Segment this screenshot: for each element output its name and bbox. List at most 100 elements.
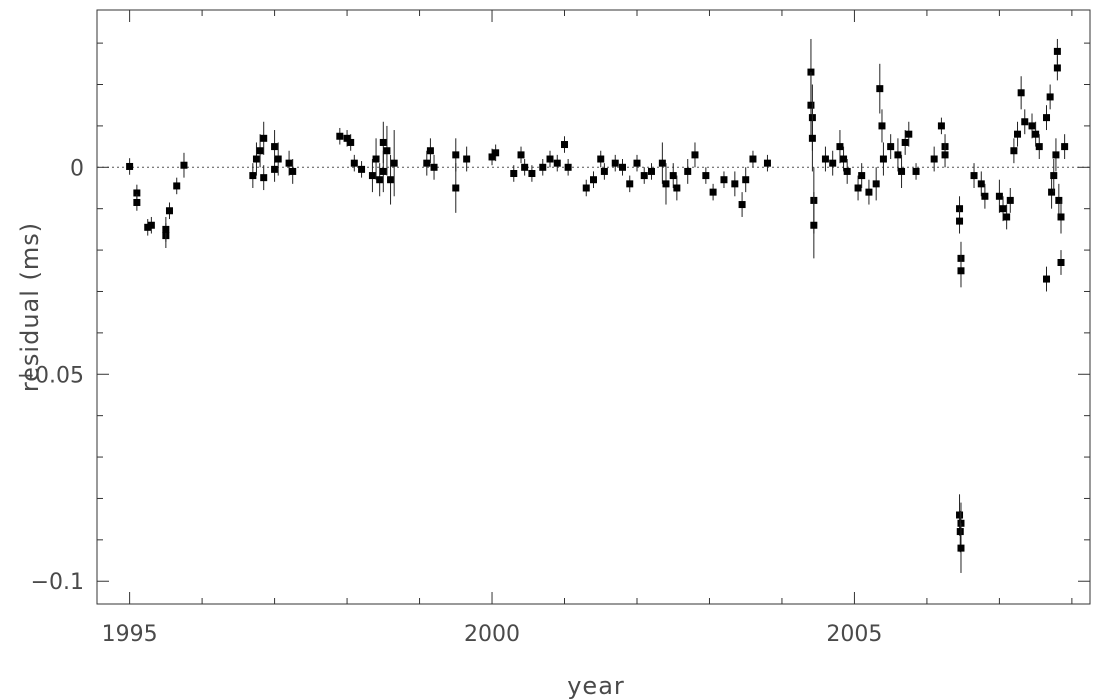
data-point bbox=[658, 159, 666, 167]
data-point bbox=[561, 141, 569, 149]
data-point bbox=[876, 85, 884, 93]
data-point bbox=[260, 174, 268, 182]
data-point bbox=[252, 155, 260, 163]
data-point bbox=[742, 176, 750, 184]
data-point bbox=[426, 147, 434, 155]
data-point bbox=[133, 189, 141, 197]
data-point bbox=[1021, 118, 1029, 126]
x-tick-label: 2000 bbox=[464, 622, 520, 647]
data-point bbox=[368, 172, 376, 180]
data-point bbox=[611, 159, 619, 167]
data-point bbox=[600, 167, 608, 175]
data-point bbox=[1057, 259, 1065, 267]
data-point bbox=[836, 143, 844, 151]
data-point bbox=[147, 221, 155, 229]
data-point bbox=[878, 122, 886, 130]
data-point bbox=[865, 188, 873, 196]
data-point bbox=[626, 180, 634, 188]
data-point bbox=[350, 159, 358, 167]
data-point bbox=[488, 153, 496, 161]
data-point bbox=[430, 163, 438, 171]
data-point bbox=[731, 180, 739, 188]
data-point bbox=[521, 163, 529, 171]
data-point bbox=[956, 217, 964, 225]
y-tick-label: −0.05 bbox=[17, 363, 84, 388]
data-point bbox=[173, 182, 181, 190]
data-point bbox=[1053, 64, 1061, 72]
data-point bbox=[970, 172, 978, 180]
data-point bbox=[343, 134, 351, 142]
data-point bbox=[379, 167, 387, 175]
plot-frame bbox=[96, 9, 1091, 605]
data-point bbox=[1052, 151, 1060, 159]
data-point bbox=[633, 159, 641, 167]
data-point bbox=[390, 159, 398, 167]
data-points bbox=[126, 38, 1069, 573]
data-point bbox=[981, 192, 989, 200]
y-axis-label: residual (ms) bbox=[16, 222, 44, 392]
data-point bbox=[1010, 147, 1018, 155]
data-point bbox=[133, 198, 141, 206]
data-point bbox=[1006, 196, 1014, 204]
x-tick-label: 1995 bbox=[102, 622, 158, 647]
data-point bbox=[285, 159, 293, 167]
axis-tick-labels: 1995 2000 2005 0 −0.05 −0.1 bbox=[17, 156, 883, 647]
data-point bbox=[1028, 122, 1036, 130]
axis-ticks bbox=[97, 10, 1090, 604]
data-point bbox=[807, 101, 815, 109]
data-point bbox=[662, 180, 670, 188]
data-point bbox=[379, 138, 387, 146]
data-point bbox=[1053, 47, 1061, 55]
data-point bbox=[821, 155, 829, 163]
data-point bbox=[1043, 114, 1051, 122]
data-point bbox=[720, 176, 728, 184]
data-point bbox=[937, 122, 945, 130]
data-point bbox=[383, 147, 391, 155]
x-tick-label: 2005 bbox=[826, 622, 882, 647]
data-point bbox=[763, 159, 771, 167]
data-point bbox=[249, 172, 257, 180]
data-point bbox=[618, 163, 626, 171]
data-point bbox=[1014, 130, 1022, 138]
data-point bbox=[260, 134, 268, 142]
data-point bbox=[858, 172, 866, 180]
data-point bbox=[256, 147, 264, 155]
data-point bbox=[539, 163, 547, 171]
data-point bbox=[1017, 89, 1025, 97]
data-point bbox=[180, 161, 188, 169]
data-point bbox=[894, 151, 902, 159]
data-point bbox=[546, 155, 554, 163]
data-point bbox=[271, 143, 279, 151]
data-point bbox=[808, 134, 816, 142]
data-point bbox=[872, 180, 880, 188]
data-point bbox=[999, 205, 1007, 213]
data-point bbox=[957, 267, 965, 275]
data-point bbox=[905, 130, 913, 138]
data-point bbox=[1035, 143, 1043, 151]
data-point bbox=[271, 165, 279, 173]
data-point bbox=[640, 172, 648, 180]
data-point bbox=[492, 149, 500, 157]
data-point bbox=[887, 143, 895, 151]
data-point bbox=[709, 188, 717, 196]
data-point bbox=[647, 167, 655, 175]
data-point bbox=[517, 151, 525, 159]
data-point bbox=[274, 155, 282, 163]
data-point bbox=[452, 151, 460, 159]
data-point bbox=[669, 172, 677, 180]
x-axis-label: year bbox=[567, 672, 625, 700]
data-point bbox=[1057, 213, 1065, 221]
data-point bbox=[452, 184, 460, 192]
data-point bbox=[840, 155, 848, 163]
data-point bbox=[162, 225, 170, 233]
data-point bbox=[1046, 93, 1054, 101]
data-point bbox=[829, 159, 837, 167]
data-point bbox=[528, 170, 536, 178]
data-point bbox=[1048, 188, 1056, 196]
data-point bbox=[749, 155, 757, 163]
data-point bbox=[347, 138, 355, 146]
data-point bbox=[126, 162, 134, 170]
data-point bbox=[597, 155, 605, 163]
data-point bbox=[702, 172, 710, 180]
data-point bbox=[854, 184, 862, 192]
